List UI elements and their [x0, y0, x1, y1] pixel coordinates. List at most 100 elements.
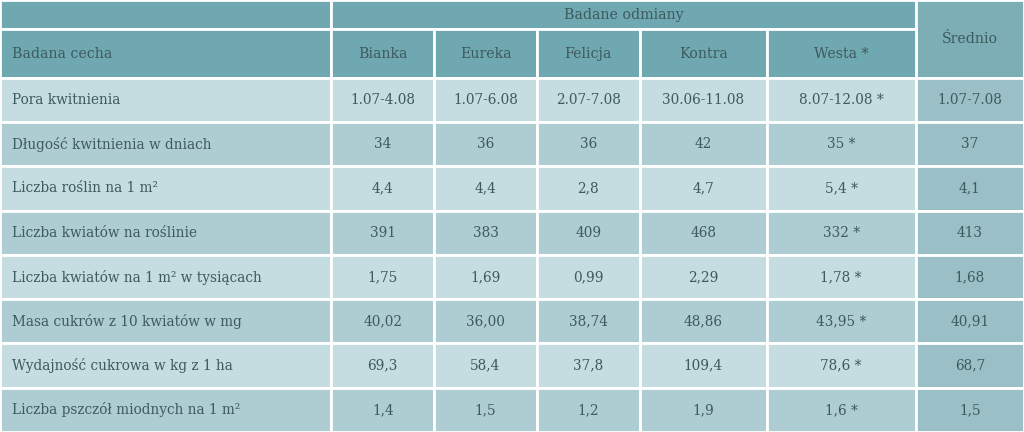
- Text: 1,4: 1,4: [372, 403, 393, 417]
- Bar: [537, 299, 640, 343]
- Text: 78,6 *: 78,6 *: [820, 359, 862, 372]
- Bar: [767, 166, 915, 211]
- Text: 37: 37: [962, 137, 979, 151]
- Bar: [537, 211, 640, 255]
- Bar: [0, 255, 332, 299]
- Bar: [640, 299, 767, 343]
- Text: 413: 413: [956, 226, 983, 240]
- Text: 1.07-6.08: 1.07-6.08: [453, 93, 518, 107]
- Bar: [0, 29, 332, 78]
- Bar: [537, 78, 640, 122]
- Text: 391: 391: [370, 226, 395, 240]
- Text: 30.06-11.08: 30.06-11.08: [663, 93, 744, 107]
- Bar: [915, 166, 1024, 211]
- Bar: [0, 78, 332, 122]
- Bar: [434, 343, 537, 388]
- Bar: [332, 343, 434, 388]
- Text: 1,75: 1,75: [368, 270, 398, 284]
- Text: 8.07-12.08 *: 8.07-12.08 *: [799, 93, 884, 107]
- Bar: [332, 388, 434, 432]
- Bar: [0, 388, 332, 432]
- Text: 1.07-7.08: 1.07-7.08: [937, 93, 1002, 107]
- Text: 468: 468: [690, 226, 716, 240]
- Text: Liczba pszczół miodnych na 1 m²: Liczba pszczół miodnych na 1 m²: [12, 402, 241, 417]
- Text: Wydajność cukrowa w kg z 1 ha: Wydajność cukrowa w kg z 1 ha: [12, 358, 233, 373]
- Text: 332 *: 332 *: [822, 226, 860, 240]
- Bar: [537, 388, 640, 432]
- Bar: [0, 343, 332, 388]
- Text: 1,2: 1,2: [578, 403, 599, 417]
- Text: 36,00: 36,00: [466, 314, 505, 328]
- Text: Eureka: Eureka: [460, 47, 511, 60]
- Text: 69,3: 69,3: [368, 359, 398, 372]
- Bar: [640, 78, 767, 122]
- Bar: [332, 299, 434, 343]
- Text: 40,91: 40,91: [950, 314, 989, 328]
- Bar: [767, 122, 915, 166]
- Bar: [0, 299, 332, 343]
- Bar: [915, 343, 1024, 388]
- Text: 0,99: 0,99: [573, 270, 603, 284]
- Bar: [332, 255, 434, 299]
- Bar: [640, 388, 767, 432]
- Text: Długość kwitnienia w dniach: Długość kwitnienia w dniach: [12, 137, 212, 152]
- Text: 1,78 *: 1,78 *: [820, 270, 862, 284]
- Text: 383: 383: [472, 226, 499, 240]
- Text: 2,8: 2,8: [578, 181, 599, 195]
- Bar: [434, 29, 537, 78]
- Text: 1,5: 1,5: [959, 403, 981, 417]
- Text: 38,74: 38,74: [568, 314, 607, 328]
- Text: Pora kwitnienia: Pora kwitnienia: [12, 93, 121, 107]
- Bar: [537, 343, 640, 388]
- Bar: [537, 29, 640, 78]
- Bar: [767, 388, 915, 432]
- Text: 43,95 *: 43,95 *: [816, 314, 866, 328]
- Text: 36: 36: [477, 137, 495, 151]
- Text: Liczba kwiatów na 1 m² w tysiącach: Liczba kwiatów na 1 m² w tysiącach: [12, 270, 262, 285]
- Text: 2,29: 2,29: [688, 270, 718, 284]
- Text: 34: 34: [374, 137, 391, 151]
- Text: Felicja: Felicja: [564, 47, 612, 60]
- Bar: [767, 211, 915, 255]
- Text: 1,69: 1,69: [470, 270, 501, 284]
- Text: 36: 36: [580, 137, 597, 151]
- Bar: [332, 122, 434, 166]
- Text: 40,02: 40,02: [364, 314, 402, 328]
- Text: 4,4: 4,4: [372, 181, 393, 195]
- Text: 35 *: 35 *: [827, 137, 855, 151]
- Bar: [640, 211, 767, 255]
- Bar: [434, 78, 537, 122]
- Text: Średnio: Średnio: [942, 32, 998, 46]
- Bar: [915, 388, 1024, 432]
- Bar: [915, 255, 1024, 299]
- Bar: [434, 211, 537, 255]
- Bar: [915, 211, 1024, 255]
- Text: 109,4: 109,4: [684, 359, 723, 372]
- Text: 1,9: 1,9: [692, 403, 714, 417]
- Bar: [537, 255, 640, 299]
- Bar: [332, 78, 434, 122]
- Bar: [434, 122, 537, 166]
- Text: 68,7: 68,7: [954, 359, 985, 372]
- Bar: [640, 29, 767, 78]
- Bar: [640, 343, 767, 388]
- Bar: [0, 0, 332, 29]
- Text: Liczba roślin na 1 m²: Liczba roślin na 1 m²: [12, 181, 158, 195]
- Text: Kontra: Kontra: [679, 47, 727, 60]
- Bar: [640, 166, 767, 211]
- Text: 2.07-7.08: 2.07-7.08: [556, 93, 621, 107]
- Text: 1,68: 1,68: [954, 270, 985, 284]
- Bar: [332, 211, 434, 255]
- Bar: [0, 211, 332, 255]
- Text: Badana cecha: Badana cecha: [12, 47, 113, 60]
- Text: Badane odmiany: Badane odmiany: [564, 8, 683, 22]
- Bar: [537, 122, 640, 166]
- Text: 4,4: 4,4: [474, 181, 497, 195]
- Bar: [434, 299, 537, 343]
- Text: 58,4: 58,4: [470, 359, 501, 372]
- Text: 5,4 *: 5,4 *: [824, 181, 858, 195]
- Bar: [537, 166, 640, 211]
- Text: 42: 42: [694, 137, 712, 151]
- Text: 37,8: 37,8: [573, 359, 603, 372]
- Bar: [0, 166, 332, 211]
